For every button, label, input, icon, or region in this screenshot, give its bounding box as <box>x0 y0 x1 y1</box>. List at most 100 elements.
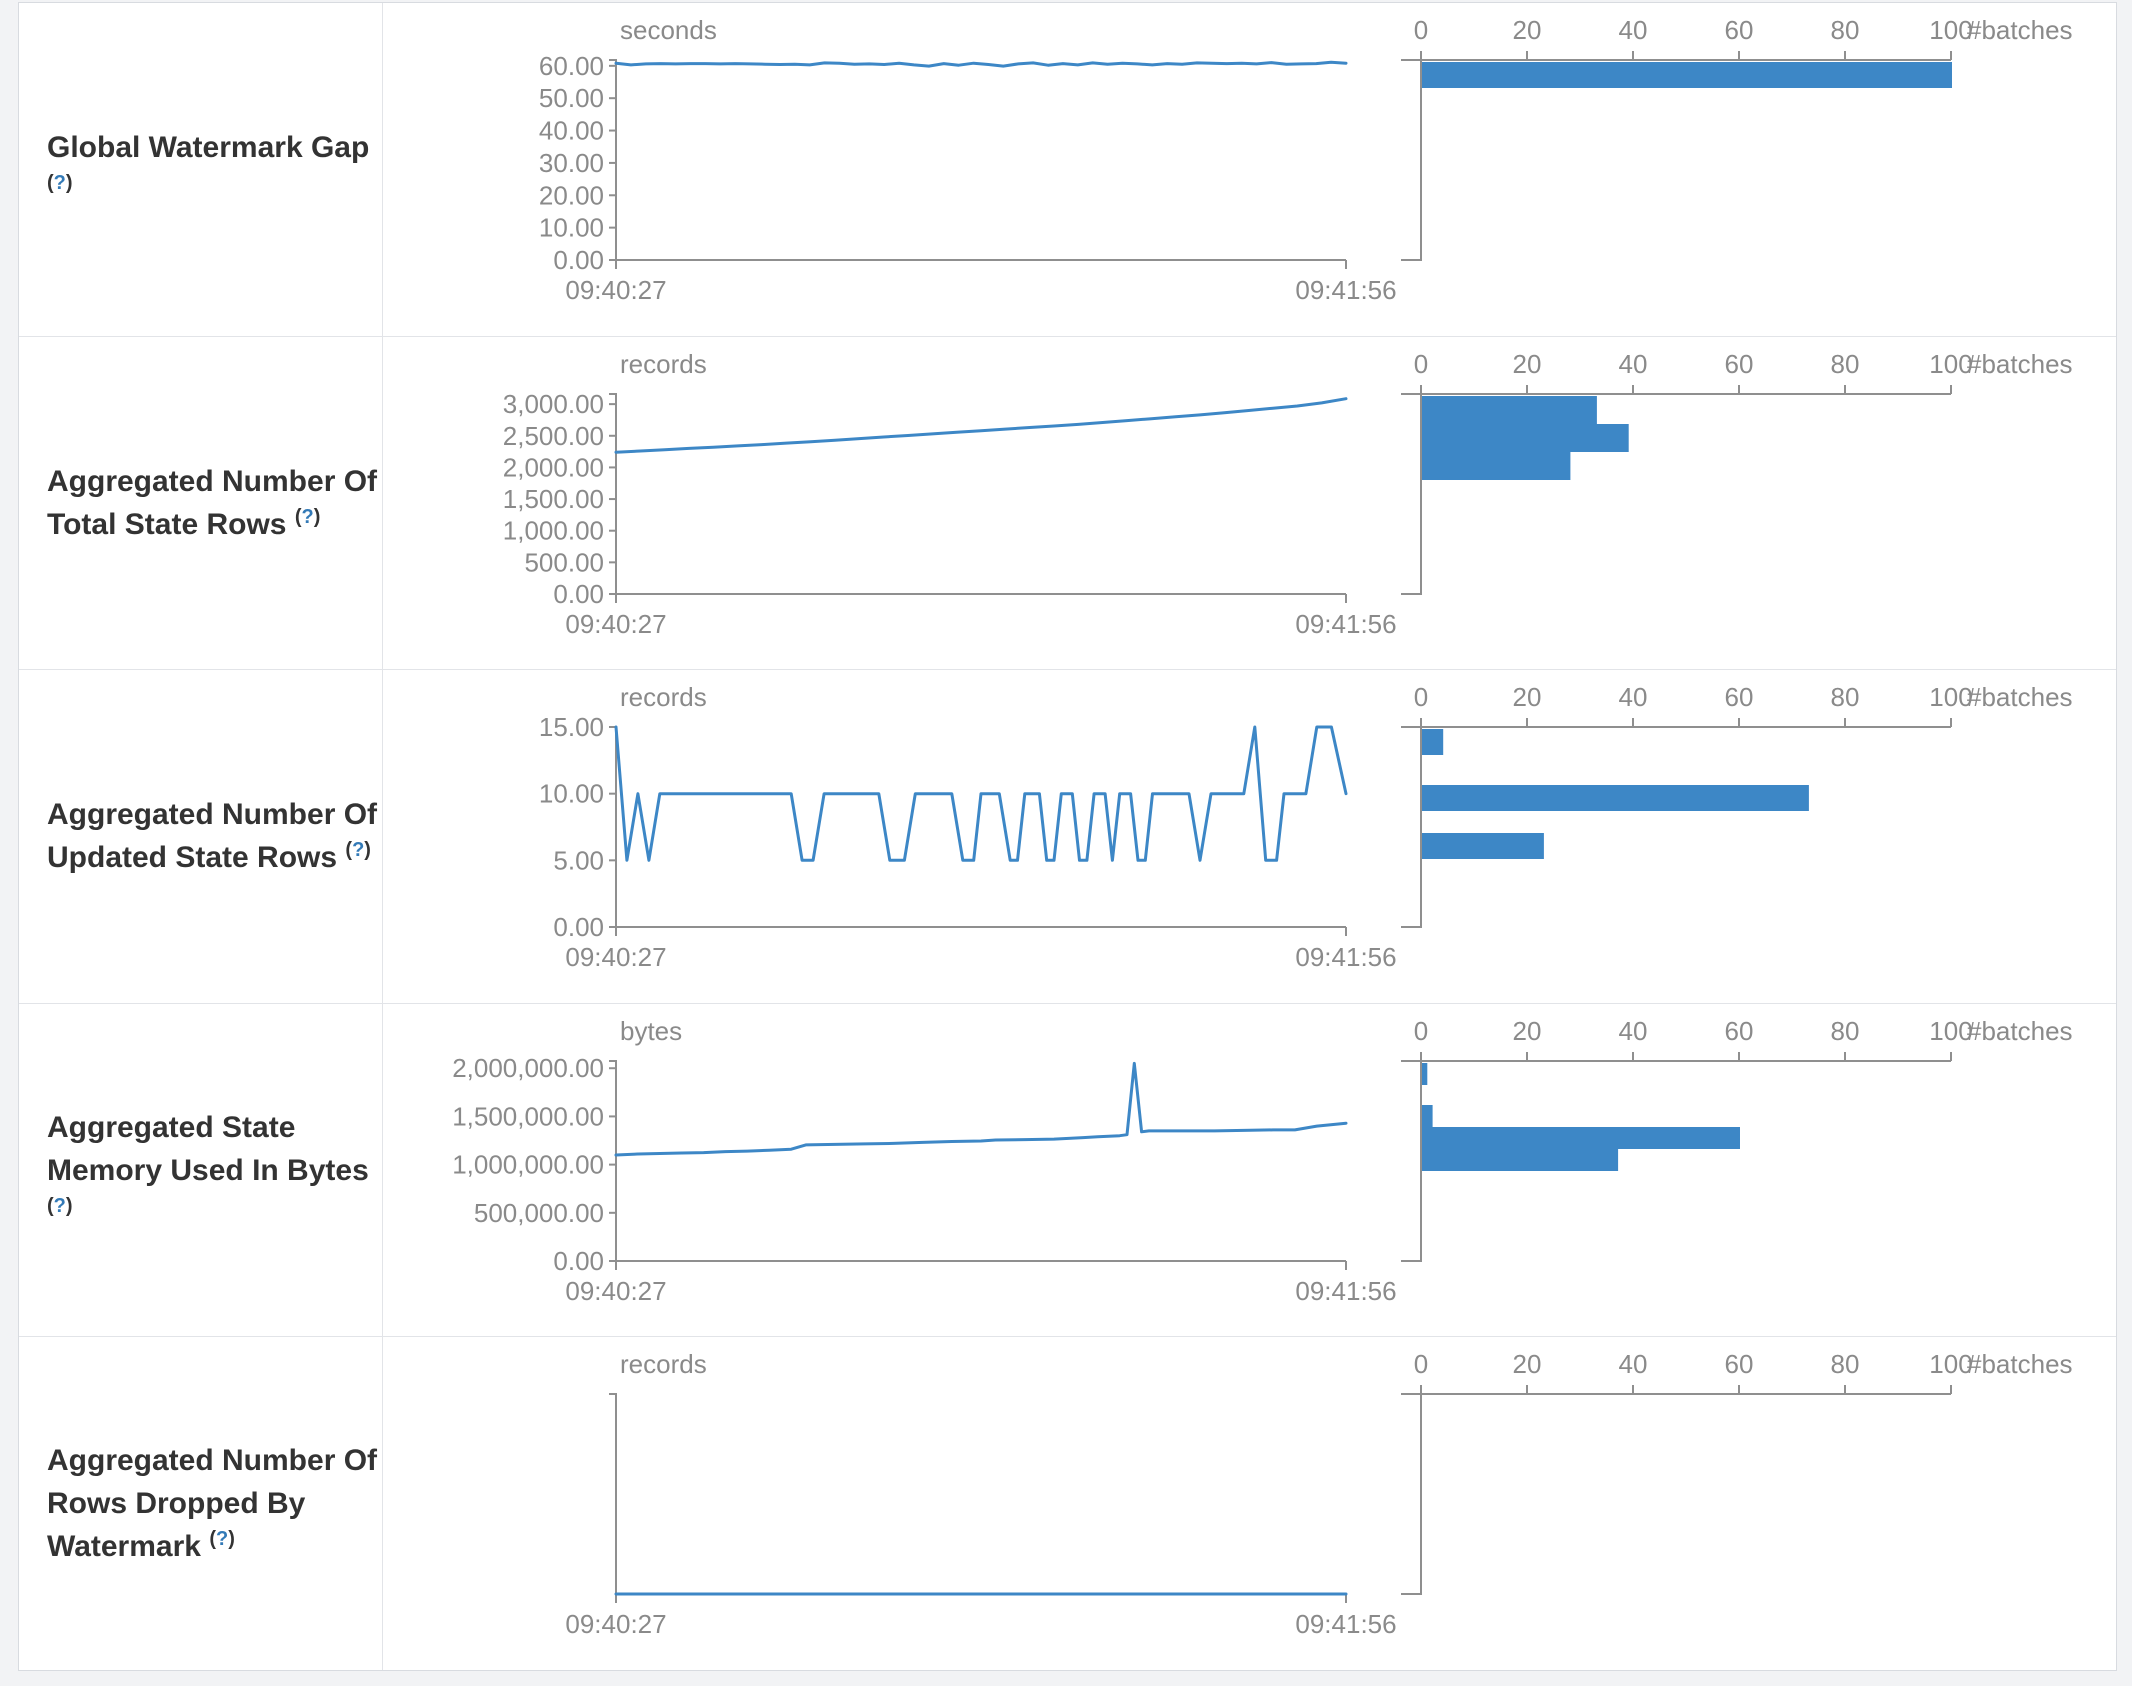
histogram-chart-aggregated-total-state-rows: 0 20 40 60 80 100#batches <box>1401 349 2073 595</box>
hist-tick-label: 40 <box>1619 682 1648 712</box>
hist-tick-label: 20 <box>1513 1349 1542 1379</box>
hist-tick-label: 100 <box>1929 682 1972 712</box>
help-paren-close: ) <box>65 172 73 195</box>
y-tick-label: 20.00 <box>539 180 604 210</box>
histogram-chart-aggregated-state-memory-bytes: 0 20 40 60 80 100#batches <box>1401 1016 2073 1262</box>
help-paren-close: ) <box>65 1194 73 1217</box>
y-tick-label: 60.00 <box>539 51 604 81</box>
help-question-mark[interactable]: ? <box>215 1528 229 1551</box>
hist-tick-label: 60 <box>1725 682 1754 712</box>
y-tick-label: 15.00 <box>539 712 604 742</box>
metric-label-line: Memory Used In Bytes <box>47 1149 376 1192</box>
help-question-mark[interactable]: ? <box>352 839 365 862</box>
hist-tick-label: 40 <box>1619 15 1648 45</box>
metric-label-text: Aggregated Number Of <box>47 464 378 498</box>
metric-label-line: Total State Rows (?) <box>47 503 376 546</box>
x-end-time-label: 09:41:56 <box>1295 1276 1396 1306</box>
x-start-time-label: 09:40:27 <box>565 1276 666 1306</box>
metric-label-line: Rows Dropped By <box>47 1482 376 1525</box>
metric-label-text: Updated State Rows <box>47 841 338 875</box>
hist-tick-label: 80 <box>1831 1016 1860 1046</box>
help-paren-close: ) <box>313 505 321 528</box>
hist-tick-label: 20 <box>1513 15 1542 45</box>
hist-tick-label: 100 <box>1929 1349 1972 1379</box>
help-paren-open: ( <box>47 172 54 195</box>
y-tick-label: 2,000.00 <box>503 452 604 482</box>
metric-label-cell: Aggregated Number Of Rows Dropped By Water… <box>19 1337 383 1670</box>
y-tick-label: 30.00 <box>539 148 604 178</box>
hist-vertical-axis-line <box>1401 1060 1422 1262</box>
metric-label-line: Aggregated Number Of <box>47 1439 378 1482</box>
hist-vertical-axis-line <box>1401 1394 1422 1596</box>
hist-tick-label: 100 <box>1929 1016 1972 1046</box>
metric-label-line: Global Watermark Gap <box>47 126 376 169</box>
y-tick-label: 10.00 <box>539 213 604 243</box>
timeline-unit-label: bytes <box>620 1016 682 1046</box>
help-paren-open: ( <box>294 505 302 528</box>
timeline-series-line <box>614 725 1348 862</box>
y-axis-line <box>609 392 617 594</box>
y-axis-line <box>609 726 617 928</box>
hist-tick-label: 20 <box>1513 1016 1542 1046</box>
histogram-bar <box>1422 1104 1433 1127</box>
y-tick-label: 2,000,000.00 <box>452 1053 604 1083</box>
help-link[interactable]: (?) <box>295 506 321 528</box>
help-paren-open: ( <box>209 1528 216 1551</box>
y-axis-line <box>609 1059 617 1261</box>
help-link[interactable]: (?) <box>47 172 73 194</box>
timeline-chart-aggregated-rows-dropped-by-watermark: records 09:40:27 09:41:56 <box>565 1349 1396 1639</box>
x-end-time-label: 09:41:56 <box>1295 609 1396 639</box>
metric-label-text: Aggregated Number Of <box>47 1444 378 1478</box>
metric-label-cell: Aggregated State Memory Used In Bytes (?) <box>19 1003 383 1337</box>
y-tick-label: 0.00 <box>553 579 604 609</box>
streaming-statistics-table: Global Watermark Gap (?) seconds 0.00 10.00 2… <box>18 2 2117 1671</box>
metric-row-aggregated-state-memory-bytes: Aggregated State Memory Used In Bytes (?) b… <box>19 1003 2116 1338</box>
help-paren-open: ( <box>47 1194 54 1217</box>
hist-tick-label: 60 <box>1725 349 1754 379</box>
timeline-series-line <box>614 396 1348 454</box>
metric-row-aggregated-updated-state-rows: Aggregated Number Of Updated State Rows (… <box>19 670 2116 1004</box>
y-tick-label: 0.00 <box>553 912 604 942</box>
help-link[interactable]: (?) <box>209 1528 235 1550</box>
help-link[interactable]: (?) <box>47 1195 73 1217</box>
metric-label-line: Watermark (?) <box>47 1525 376 1568</box>
timeline-chart-global-watermark-gap: seconds 0.0010.0020.0030.0040.0050.0060.0… <box>539 15 1397 305</box>
x-start-time-label: 09:40:27 <box>565 609 666 639</box>
timeline-unit-label: records <box>620 1349 707 1379</box>
hist-tick-label: 40 <box>1619 1016 1648 1046</box>
hist-tick-label: 20 <box>1513 682 1542 712</box>
hist-tick-label: 80 <box>1831 1349 1860 1379</box>
y-tick-label: 1,000,000.00 <box>452 1149 604 1179</box>
histogram-bar <box>1422 833 1544 860</box>
histogram-bar <box>1422 1126 1740 1149</box>
help-link[interactable]: (?) <box>345 839 371 861</box>
hist-tick-label: 40 <box>1619 1349 1648 1379</box>
y-tick-label: 5.00 <box>553 846 604 876</box>
timeline-chart-aggregated-total-state-rows: records 0.00500.001,000.001,500.002,000.0… <box>503 349 1397 639</box>
hist-tick-label: 100 <box>1929 15 1972 45</box>
y-tick-label: 3,000.00 <box>503 389 604 419</box>
metric-row-aggregated-total-state-rows: Aggregated Number Of Total State Rows (?)… <box>19 336 2116 671</box>
metric-label-text: Aggregated State <box>47 1110 296 1144</box>
y-tick-label: 40.00 <box>539 116 604 146</box>
timeline-unit-label: seconds <box>620 15 717 45</box>
metric-label-text: Aggregated Number Of <box>47 798 378 832</box>
x-start-time-label: 09:40:27 <box>565 942 666 972</box>
batches-axis-label: #batches <box>1967 1016 2073 1046</box>
histogram-bar <box>1422 1062 1428 1085</box>
metric-label-line: Aggregated Number Of <box>47 460 378 503</box>
help-question-mark[interactable]: ? <box>53 172 66 195</box>
histogram-bar <box>1422 729 1444 756</box>
x-end-time-label: 09:41:56 <box>1295 1609 1396 1639</box>
help-question-mark[interactable]: ? <box>53 1194 66 1217</box>
help-question-mark[interactable]: ? <box>301 505 314 528</box>
hist-tick-label: 80 <box>1831 349 1860 379</box>
histogram-bar <box>1422 1148 1619 1171</box>
timeline-chart-aggregated-updated-state-rows: records 0.00 5.00 10.00 15.00 09:40:27 09:41:5… <box>539 682 1397 972</box>
hist-vertical-axis-line <box>1401 60 1422 261</box>
hist-tick-label: 100 <box>1929 349 1972 379</box>
metric-label-text: Rows Dropped By <box>47 1487 306 1521</box>
metric-label-text: Watermark <box>47 1530 201 1564</box>
histogram-bar <box>1422 62 1952 88</box>
histogram-bar <box>1422 451 1571 480</box>
